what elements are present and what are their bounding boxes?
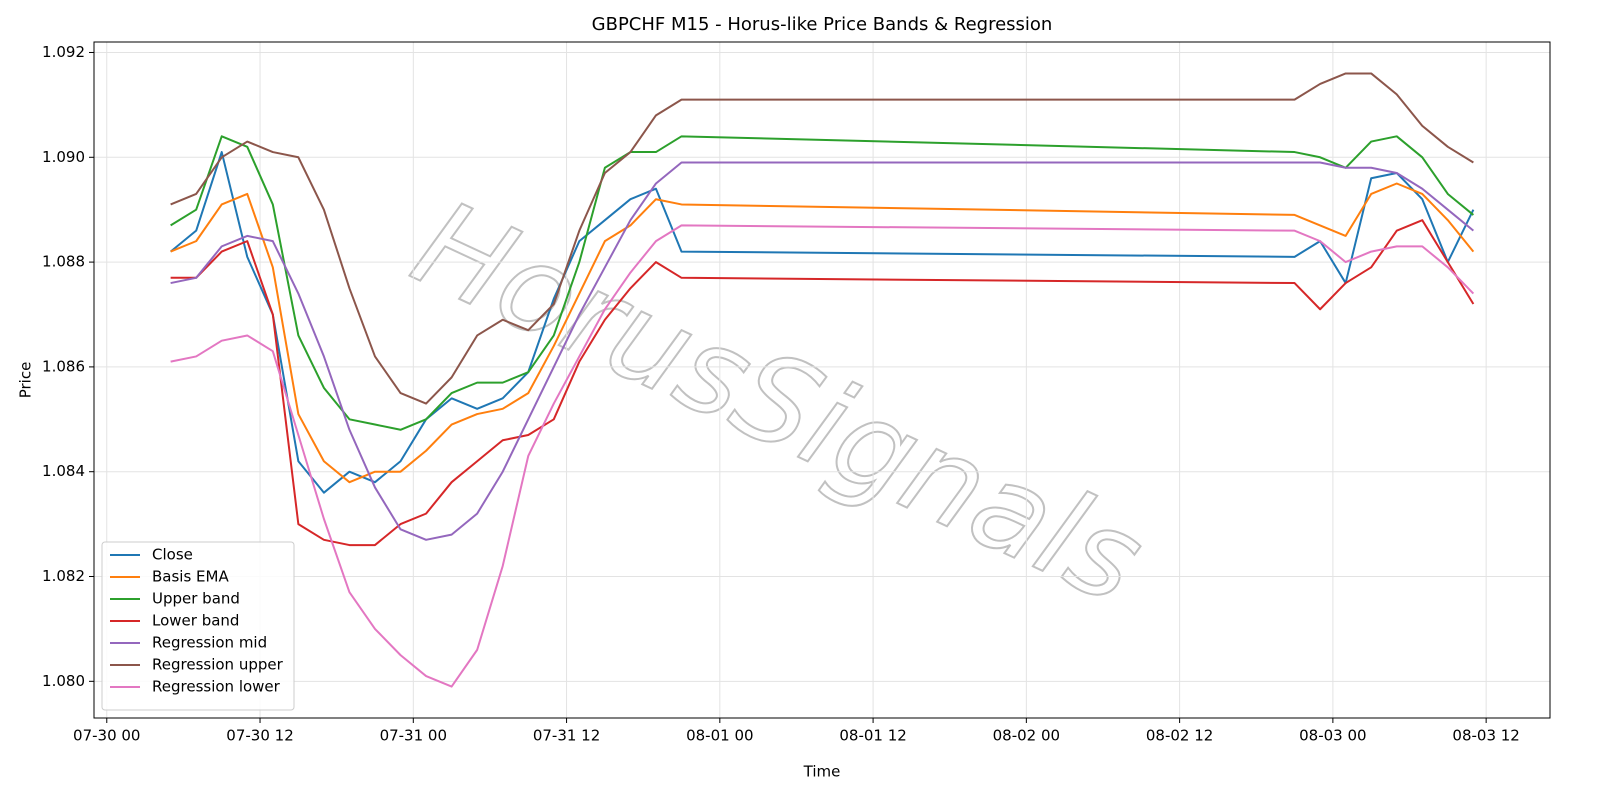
y-tick-label: 1.088 — [42, 253, 85, 271]
y-tick-label: 1.086 — [42, 357, 85, 375]
plot-frame — [93, 41, 1551, 719]
y-tick-label: 1.080 — [42, 672, 85, 690]
x-tick-label: 08-03 12 — [1452, 727, 1519, 745]
legend-label: Lower band — [152, 612, 239, 630]
x-tick-label: 07-30 00 — [73, 727, 140, 745]
legend-label: Close — [152, 546, 193, 564]
x-tick-label: 07-31 00 — [380, 727, 447, 745]
x-tick-label: 08-01 00 — [686, 727, 753, 745]
x-axis-label: Time — [803, 763, 841, 781]
legend-label: Basis EMA — [152, 568, 229, 586]
line-series — [170, 72, 1474, 405]
y-tick-label: 1.082 — [42, 567, 85, 585]
legend-label: Regression upper — [152, 656, 284, 674]
line-series — [170, 182, 1475, 484]
legend-label: Regression mid — [152, 634, 267, 652]
y-tick-label: 1.084 — [42, 462, 85, 480]
line-series — [170, 224, 1475, 688]
y-tick-label: 1.090 — [42, 148, 85, 166]
x-tick-label: 08-02 12 — [1146, 727, 1213, 745]
y-tick-label: 1.092 — [42, 43, 85, 61]
x-tick-label: 07-30 12 — [226, 727, 293, 745]
x-tick-label: 08-01 12 — [839, 727, 906, 745]
x-tick-label: 08-02 00 — [993, 727, 1060, 745]
line-series — [170, 219, 1475, 547]
legend: Close Basis EMA Upper band Lower band Regres… — [101, 541, 295, 711]
x-tick-label: 07-31 12 — [533, 727, 600, 745]
legend-label: Regression lower — [152, 678, 281, 696]
chart-title: GBPCHF M15 - Horus-like Price Bands & Re… — [592, 14, 1053, 35]
line-series — [170, 135, 1475, 431]
legend-label: Upper band — [152, 590, 240, 608]
line-series — [170, 161, 1475, 541]
watermark: HorusSignals — [394, 175, 1162, 632]
y-axis-label: Price — [17, 362, 35, 399]
legend-box — [101, 541, 295, 711]
x-tick-label: 08-03 00 — [1299, 727, 1366, 745]
